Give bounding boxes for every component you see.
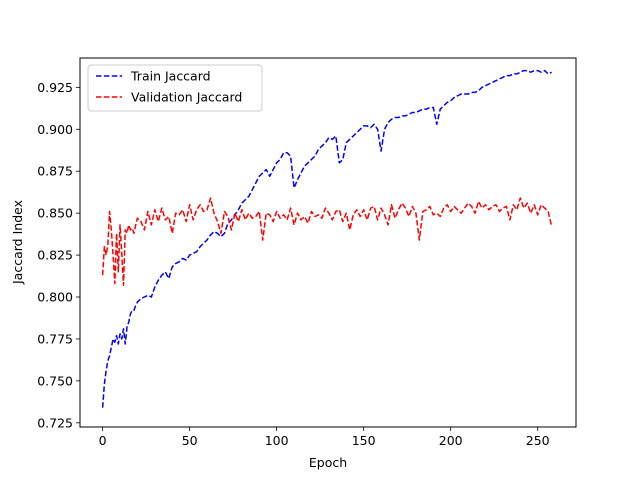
y-tick-label-0: 0.725 [37,415,73,430]
y-tick-label-7: 0.900 [37,122,73,137]
axes-frame [80,58,576,427]
legend: Train Jaccard Validation Jaccard [88,65,262,111]
y-tick-label-4: 0.825 [37,248,73,263]
y-tick-label-6: 0.875 [37,164,73,179]
y-tick-label-1: 0.750 [37,373,73,388]
y-axis-title: Jaccard Index [10,200,25,285]
legend-label-0: Train Jaccard [130,69,211,84]
x-tick-label-3: 150 [352,433,376,448]
y-tick-label-8: 0.925 [37,80,73,95]
y-tick-label-2: 0.775 [37,331,73,346]
x-tick-label-2: 100 [265,433,289,448]
x-axis-title: Epoch [309,455,347,470]
x-axis: 0 50 100 150 200 250 [99,427,550,448]
series-line-0 [103,71,552,408]
legend-label-1: Validation Jaccard [131,90,242,105]
x-tick-label-1: 50 [182,433,198,448]
x-tick-label-4: 200 [439,433,463,448]
y-axis: 0.725 0.750 0.775 0.800 0.825 0.850 0.875 0.900… [37,80,80,430]
series-layer [103,71,552,408]
y-tick-label-3: 0.800 [37,290,73,305]
x-tick-label-0: 0 [99,433,107,448]
series-line-1 [103,198,552,285]
y-tick-label-5: 0.850 [37,206,73,221]
x-tick-label-5: 250 [526,433,550,448]
